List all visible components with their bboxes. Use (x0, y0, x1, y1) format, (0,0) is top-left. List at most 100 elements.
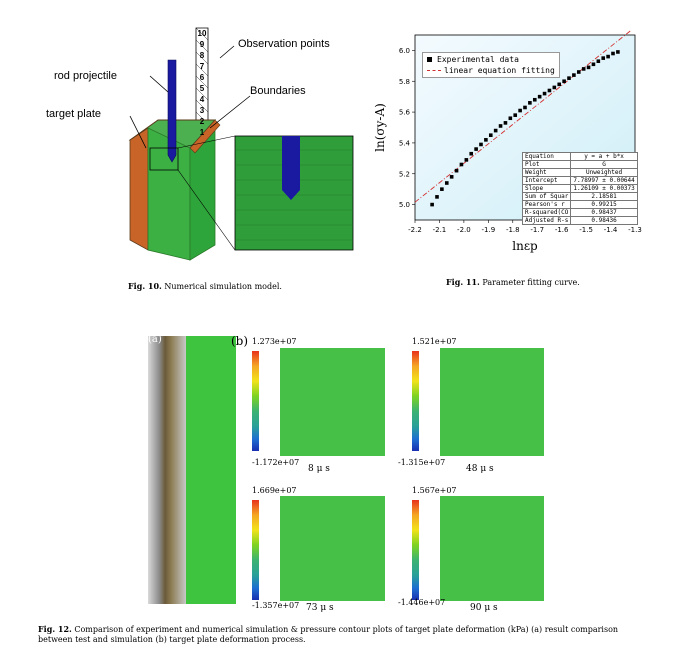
data-point (523, 105, 527, 110)
frame-max-value: 1.567e+07 (412, 486, 457, 495)
frame-time: 90 μ s (470, 603, 498, 613)
data-point (528, 101, 532, 105)
data-point (454, 168, 459, 173)
obs-number: 9 (199, 40, 205, 49)
table-row: Slope 1.26109 ± 0.00373 (521, 184, 638, 193)
legend-line-dashdot (427, 70, 441, 71)
data-point (474, 147, 478, 151)
fig12-caption-num: Fig. 12. (38, 624, 72, 634)
table-cell: Equation (521, 152, 572, 161)
data-point (562, 79, 566, 84)
data-point (576, 70, 581, 74)
legend-fitting: linear equation fitting (444, 66, 555, 75)
x-tick-label: -1.9 (481, 226, 495, 234)
table-row: Intercept 7.78997 ± 0.00644 (521, 176, 638, 185)
y-tick-label: 5.6 (399, 109, 411, 117)
data-point (611, 51, 615, 56)
chart-legend: Experimental data linear equation fittin… (422, 52, 560, 78)
label-target-plate: target plate (46, 108, 102, 120)
data-point (537, 94, 542, 99)
table-cell: 7.78997 ± 0.00644 (570, 176, 638, 185)
frame-max-value: 1.669e+07 (252, 486, 297, 495)
data-point (484, 138, 488, 142)
data-point (572, 73, 576, 77)
x-tick-label: -1.6 (555, 226, 569, 234)
table-cell: Weight (521, 168, 572, 177)
table-cell: 1.26109 ± 0.00373 (570, 184, 638, 193)
label-observation-points: Observation points (238, 38, 330, 50)
frame-min-value: -1.357e+07 (252, 601, 300, 610)
data-point (532, 97, 537, 102)
obs-number: 6 (199, 73, 205, 82)
data-point (591, 62, 596, 67)
label-rod-projectile: rod projectile (54, 70, 117, 82)
data-point (459, 162, 464, 167)
legend-experimental: Experimental data (437, 55, 519, 64)
table-cell: Adjusted R-s (521, 216, 572, 225)
data-point (435, 195, 439, 199)
y-tick-label: 6.0 (399, 47, 410, 55)
data-point (557, 82, 562, 87)
contour-field (440, 496, 544, 601)
table-row: Sum of Squar 2.18581 (521, 192, 638, 201)
y-tick-label: 5.2 (399, 170, 410, 178)
obs-number: 7 (199, 62, 205, 71)
x-tick-label: -2.1 (433, 226, 447, 234)
data-point (581, 67, 586, 71)
fig10-figure: 10 9 8 7 6 5 4 3 2 1 Observation points … (46, 20, 370, 270)
table-row: Plot G (521, 160, 638, 169)
data-point (430, 202, 434, 207)
contour-field (280, 348, 385, 456)
data-point (479, 142, 483, 147)
data-point (567, 76, 571, 80)
data-point (440, 187, 444, 191)
x-axis-label: lnεp (512, 239, 538, 253)
contour-frame-90us: 1.567e+07 -1.446e+07 90 μ s (398, 486, 546, 618)
data-point (449, 175, 454, 179)
fig11-caption-num: Fig. 11. (446, 277, 480, 287)
data-point (586, 65, 591, 70)
panel-b-label: (b) (231, 334, 249, 348)
frame-min-value: -1.315e+07 (398, 458, 446, 467)
obs-number: 3 (199, 106, 205, 115)
table-cell: 0.99215 (570, 200, 638, 209)
contour-frame-48us: 1.521e+07 -1.315e+07 48 μ s (398, 337, 546, 477)
frame-max-value: 1.273e+07 (252, 337, 297, 346)
obs-number: 2 (199, 117, 205, 126)
data-point (552, 85, 557, 90)
data-point (498, 124, 503, 128)
fit-stats-table: Equation y = a + b*x Plot G Weight Unweight… (521, 152, 638, 225)
contour-frame-8us: 1.273e+07 -1.172e+07 8 μ s (250, 337, 388, 477)
fig12-caption: Fig. 12. Comparison of experiment and nu… (38, 624, 650, 645)
table-cell: 0.98436 (570, 216, 638, 225)
frame-min-value: -1.446e+07 (398, 598, 446, 607)
x-tick-label: -1.7 (530, 226, 544, 234)
fit-line (414, 26, 636, 203)
table-cell: Pearson's r (521, 200, 572, 209)
table-cell: Plot (521, 160, 572, 169)
y-tick-label: 5.0 (399, 201, 410, 209)
table-cell: 2.18581 (570, 192, 638, 201)
frame-time: 73 μ s (306, 603, 334, 613)
obs-number: 5 (199, 84, 205, 93)
table-row: Adjusted R-s 0.98436 (521, 216, 638, 225)
fig10-caption-num: Fig. 10. (128, 281, 162, 291)
table-cell: y = a + b*x (570, 152, 638, 161)
fig11-chart: -2.2 -2.1 -2.0 -1.9 -1.8 -1.7 -1.6 -1.5 -1.4 -1.3… (370, 26, 660, 265)
data-point (444, 181, 449, 185)
y-tick-label: 5.4 (399, 139, 411, 147)
frame-time: 48 μ s (466, 464, 494, 474)
fig11-caption-text: Parameter fitting curve. (482, 278, 580, 287)
contour-frame-73us: 1.669e+07 -1.357e+07 73 μ s (250, 486, 388, 618)
y-tick-label: 5.8 (399, 78, 410, 86)
fig10-model-drawing (128, 27, 354, 261)
data-point (596, 59, 601, 64)
table-cell: 0.98437 (570, 208, 638, 217)
x-tick-label: -1.3 (628, 226, 642, 234)
table-row: Weight Unweighted (521, 168, 638, 177)
obs-number: 1 (199, 128, 205, 137)
x-tick-label: -2.0 (457, 226, 471, 234)
data-point (542, 91, 547, 96)
obs-number: 10 (197, 29, 207, 38)
observation-numbers: 10 9 8 7 6 5 4 3 2 1 (196, 28, 208, 138)
